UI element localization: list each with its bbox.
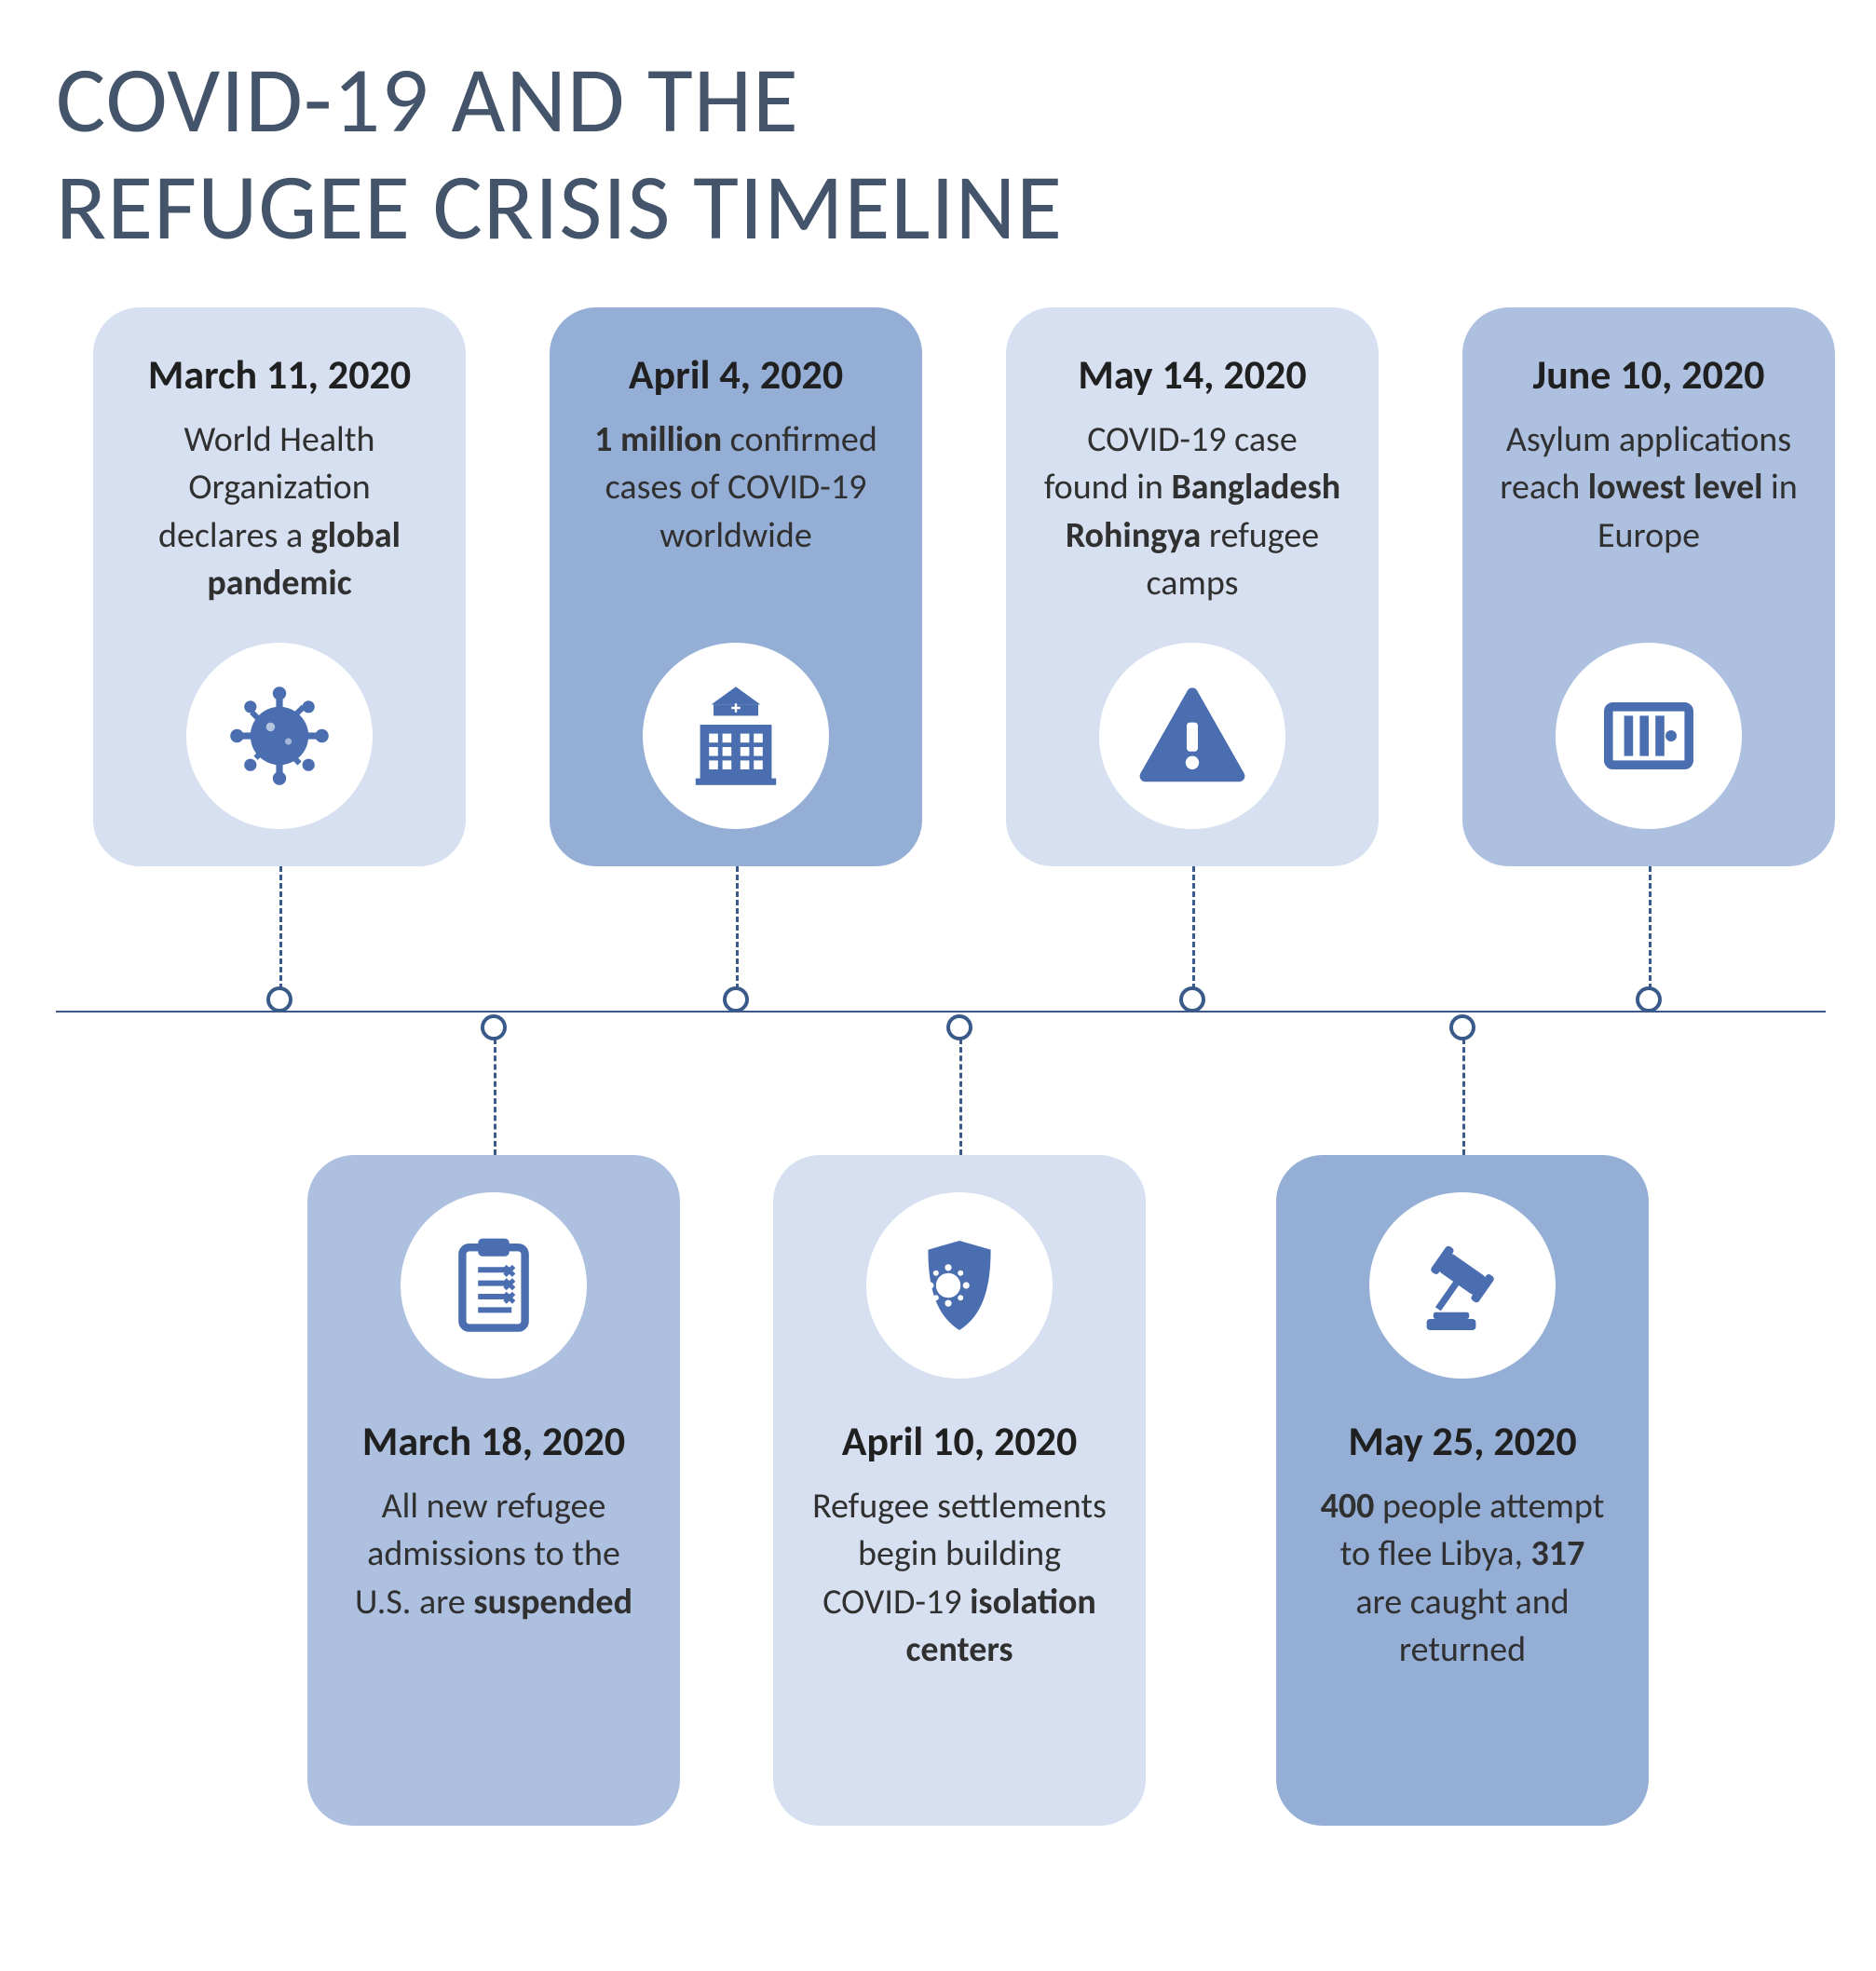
card-desc: Asylum applications reach lowest level i… [1500,416,1798,560]
timeline-card-top: June 10, 2020 Asylum applications reach … [1462,307,1835,866]
bars-icon [1556,643,1742,829]
timeline-card-bottom: April 10, 2020 Refugee settlements begin… [773,1155,1146,1826]
card-desc: Refugee settlements begin building COVID… [810,1483,1108,1674]
virus-icon [186,643,373,829]
timeline-card-bottom: March 18, 2020 All new refugee admission… [307,1155,680,1826]
connector [736,866,739,998]
connector [1649,866,1652,998]
timeline-card-bottom: May 25, 2020 400 people attempt to flee … [1276,1155,1649,1826]
building-icon [643,643,829,829]
connector [494,1039,496,1155]
card-date: May 14, 2020 [1043,349,1341,400]
timeline-dot [1179,986,1205,1013]
card-desc: COVID-19 case found in Bangladesh Rohing… [1043,416,1341,607]
timeline-dot [1636,986,1662,1013]
connector [279,866,282,998]
card-date: April 10, 2020 [810,1416,1108,1466]
timeline-axis [56,1011,1826,1013]
clipboard-icon [401,1192,587,1379]
timeline-dot [723,986,749,1013]
timeline-dot [1449,1014,1475,1040]
connector [1462,1039,1465,1155]
card-date: April 4, 2020 [587,349,885,400]
card-desc: All new refugee admissions to the U.S. a… [345,1483,643,1626]
card-date: May 25, 2020 [1313,1416,1611,1466]
card-desc: 400 people attempt to flee Libya, 317 ar… [1313,1483,1611,1674]
timeline-card-top: March 11, 2020 World Health Organization… [93,307,466,866]
timeline-dot [946,1014,972,1040]
shield-icon [866,1192,1053,1379]
card-date: March 11, 2020 [130,349,428,400]
connector [1192,866,1195,998]
timeline-card-top: May 14, 2020 COVID-19 case found in Bang… [1006,307,1379,866]
timeline: March 11, 2020 World Health Organization… [56,307,1826,1891]
warning-icon [1099,643,1285,829]
card-date: March 18, 2020 [345,1416,643,1466]
timeline-dot [266,986,292,1013]
gavel-icon [1369,1192,1556,1379]
card-desc: World Health Organization declares a glo… [130,416,428,607]
card-date: June 10, 2020 [1500,349,1798,400]
page-title: COVID-19 AND THE REFUGEE CRISIS TIMELINE [56,47,1829,261]
card-desc: 1 million confirmed cases of COVID-19 wo… [587,416,885,560]
timeline-card-top: April 4, 2020 1 million confirmed cases … [550,307,922,866]
timeline-dot [481,1014,507,1040]
title-line-1: COVID-19 AND THE [56,43,799,156]
title-line-2: REFUGEE CRISIS TIMELINE [56,150,1063,264]
connector [959,1039,962,1155]
